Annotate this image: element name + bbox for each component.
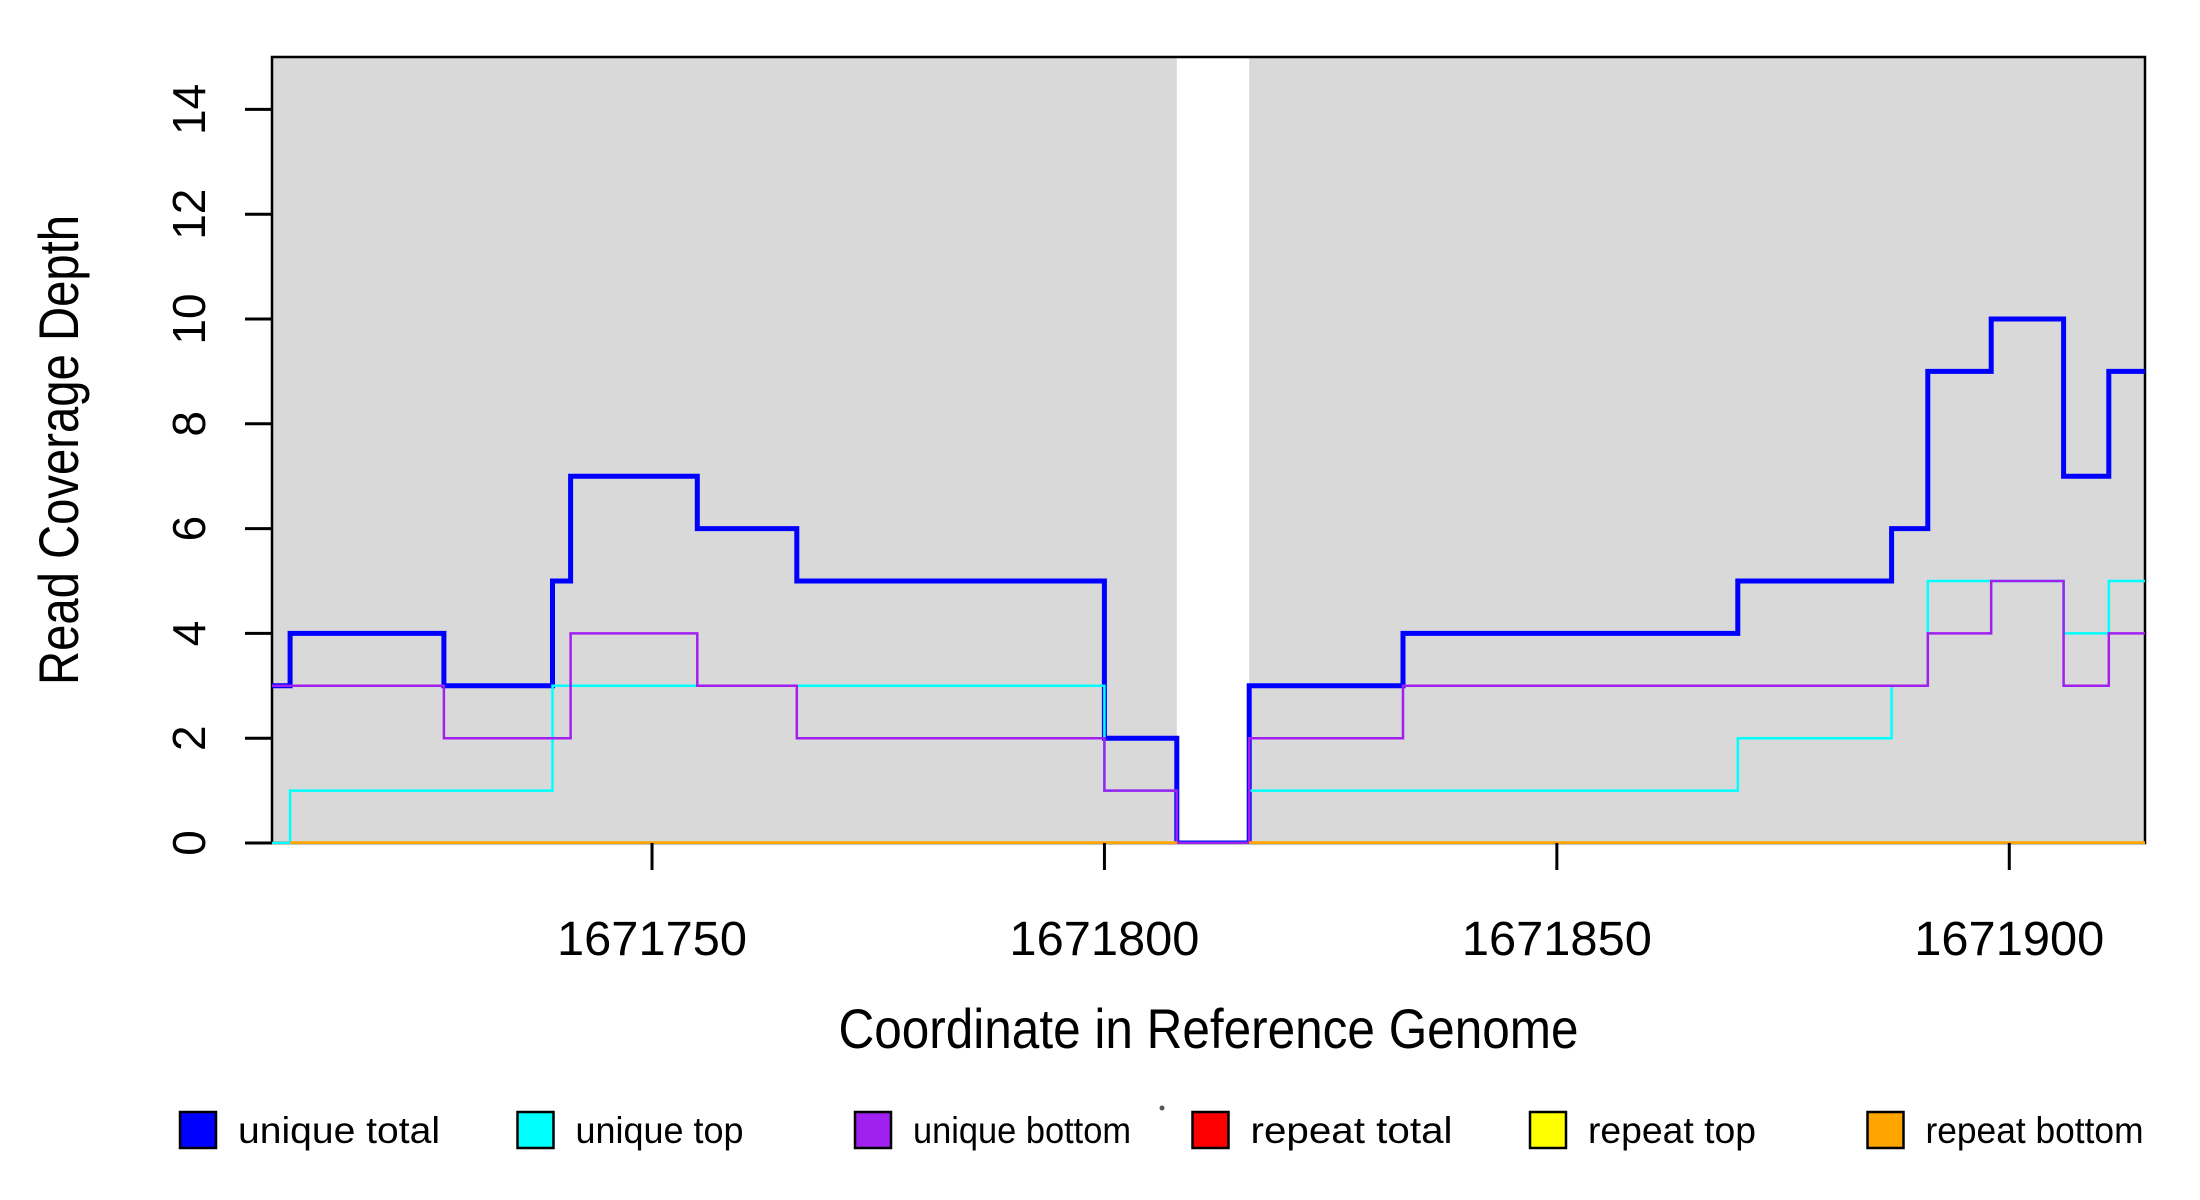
- axis-layer: 1671750 1671800 1671850 1671900 0 2 4 6 8 10 12 14: [163, 84, 2104, 966]
- legend-label: repeat bottom: [1926, 1110, 2144, 1151]
- plot-background-layer: [270, 55, 2147, 845]
- legend-swatch: [1866, 1110, 1905, 1150]
- legend-swatch: [516, 1110, 555, 1150]
- legend-item-unique-bottom: unique bottom: [853, 1110, 1131, 1151]
- legend-label: repeat top: [1588, 1110, 1756, 1151]
- y-tick-label: 12: [163, 189, 215, 240]
- stray-dot: [1159, 1105, 1165, 1111]
- x-tick-label: 1671850: [1462, 913, 1652, 966]
- x-tick-label: 1671900: [1914, 913, 2104, 966]
- coverage-gap-band: [1176, 57, 1250, 843]
- legend-item-unique-top: unique top: [516, 1110, 744, 1151]
- legend-swatch: [178, 1110, 218, 1150]
- y-tick-label: 10: [163, 293, 215, 344]
- legend-label: unique total: [238, 1110, 440, 1151]
- legend-swatch: [1528, 1110, 1568, 1150]
- legend: unique total unique top unique bottom repea…: [178, 1110, 2144, 1151]
- y-tick-label: 0: [163, 830, 215, 856]
- y-tick-label: 6: [163, 516, 215, 542]
- legend-label: unique bottom: [913, 1110, 1131, 1151]
- x-tick-label: 1671800: [1009, 913, 1199, 966]
- legend-label: unique top: [576, 1110, 744, 1151]
- y-tick-label: 14: [163, 84, 215, 135]
- y-tick-label: 2: [163, 725, 215, 751]
- x-tick-label: 1671750: [557, 913, 747, 966]
- legend-item-repeat-top: repeat top: [1528, 1110, 1756, 1151]
- y-axis-title: Read Coverage Depth: [27, 215, 90, 685]
- series-layer: [272, 316, 2145, 844]
- legend-label: repeat total: [1251, 1110, 1453, 1151]
- legend-swatch: [1191, 1110, 1230, 1150]
- legend-item-unique-total: unique total: [178, 1110, 440, 1151]
- y-tick-label: 8: [163, 411, 215, 437]
- legend-item-repeat-total: repeat total: [1191, 1110, 1453, 1151]
- y-tick-label: 4: [163, 621, 215, 647]
- legend-item-repeat-bottom: repeat bottom: [1866, 1110, 2144, 1151]
- unique-bottom-line: [272, 579, 2145, 844]
- legend-swatch: [853, 1110, 893, 1150]
- x-axis-title: Coordinate in Reference Genome: [839, 997, 1579, 1060]
